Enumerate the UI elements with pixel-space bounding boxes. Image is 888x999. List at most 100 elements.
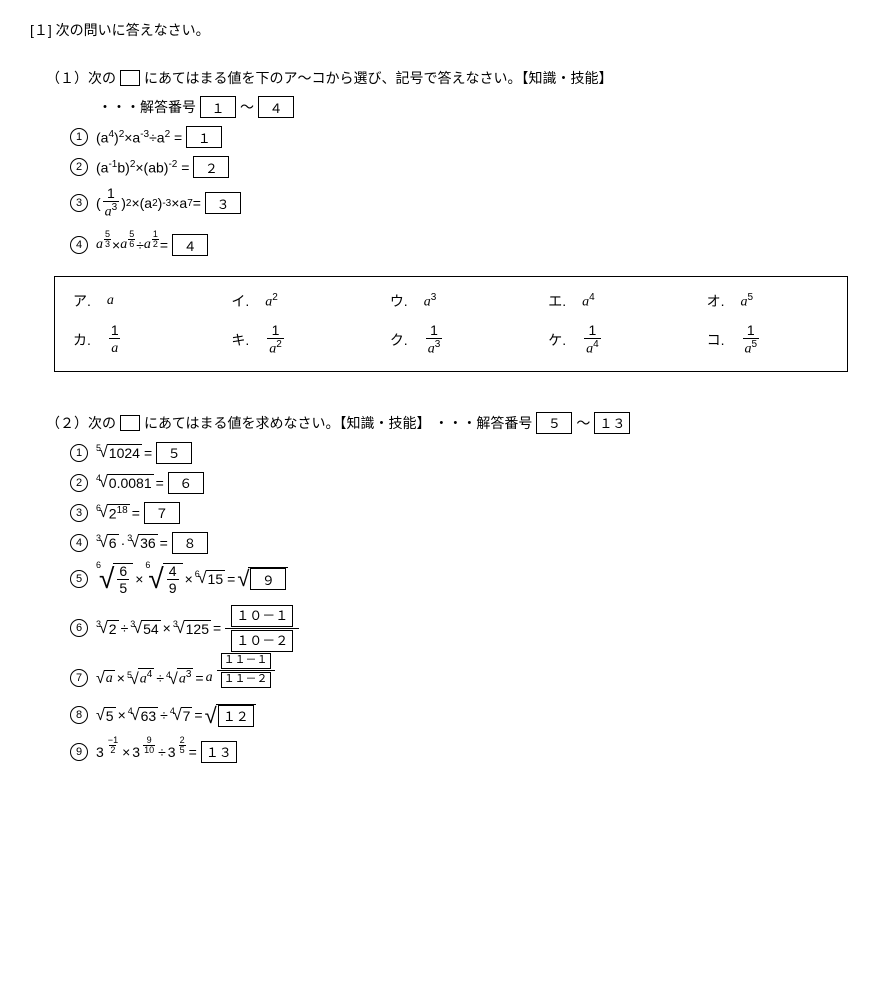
ans-box-1: １ (200, 96, 236, 118)
circled-3: 3 (70, 194, 88, 212)
t: 3 (112, 202, 118, 213)
t: a (741, 294, 748, 309)
t: = (132, 505, 140, 521)
t: 6 (96, 503, 101, 513)
t: ÷ (158, 744, 166, 760)
root: 3√36 (127, 534, 157, 551)
t: a (206, 670, 213, 686)
t: 3 (132, 744, 140, 760)
root: 5√a4 (127, 668, 154, 688)
t: 2 (107, 620, 119, 637)
t: ÷a (149, 129, 164, 145)
choice-ko: コ.1a5 (689, 317, 847, 363)
circled-num: 3 (70, 504, 88, 522)
t: 10 (143, 745, 155, 755)
t: −1 (107, 736, 119, 745)
radical-icon: √ (148, 565, 163, 593)
t: -3 (140, 129, 149, 140)
q2-item-9: 9 3 −12 × 3 910 ÷ 3 25 = １３ (70, 735, 858, 769)
t: 3 (96, 619, 101, 629)
root: √９ (237, 567, 288, 590)
t: × (163, 620, 171, 636)
ans-box: １１－１ (221, 653, 271, 669)
t: 5 (752, 339, 758, 350)
t: a3 (103, 201, 120, 220)
q2-item-7: 7 √a × 5√a4 ÷ 4√a3 = a １１－１ １１－２ (70, 661, 858, 696)
root: 4√63 (128, 707, 158, 724)
t: 9 (146, 736, 153, 745)
t: 6 (145, 560, 150, 570)
frac: 1a (109, 323, 121, 356)
t: 6 (117, 564, 129, 579)
t: 2 (152, 239, 159, 249)
t: 6 (195, 569, 200, 579)
t: ×a (171, 195, 187, 211)
t: 1 (270, 323, 282, 338)
ans-box-4: ４ (258, 96, 294, 118)
choice-ke: ケ.1a4 (530, 317, 688, 363)
t: 49 (163, 563, 183, 595)
t: a2 (265, 292, 278, 311)
circled-num: 2 (70, 474, 88, 492)
t: = (193, 195, 201, 211)
ans-box: １０－２ (231, 630, 293, 652)
q1-intro: （１）次の にあてはまる値を下のア～コから選び、記号で答えなさい。【知識・技能】 (46, 68, 858, 88)
t: = (160, 237, 168, 253)
t: 18 (117, 505, 128, 516)
circled-num: 5 (70, 570, 88, 588)
t: ÷ (136, 237, 144, 253)
t: １２ (216, 704, 256, 727)
q2-item-4: 4 3√6 · 3√36 = ８ (70, 532, 858, 554)
tilde: ～ (576, 413, 590, 433)
t: a3 (426, 338, 443, 357)
t: = (195, 670, 203, 686)
ans-box: １０－１ (231, 605, 293, 627)
circled-4: 4 (70, 236, 88, 254)
root: 6√218 (96, 504, 130, 522)
t: 4 (128, 706, 133, 716)
t: 36 (138, 534, 158, 551)
circled-num: 6 (70, 619, 88, 637)
t: a (428, 342, 435, 357)
exp-frac: 53 (104, 230, 111, 249)
t: ×(a (131, 195, 152, 211)
q2-item-5: 5 6√65 × 6√49 × 6√15 = √９ (70, 562, 858, 596)
t: 4 (589, 292, 595, 303)
t: 3 (96, 744, 104, 760)
ans-box: ２ (193, 156, 229, 178)
t: = (156, 475, 164, 491)
q1-intro-b: にあてはまる値を下のア～コから選び、記号で答えなさい。【知識・技能】 (144, 68, 612, 88)
q2-item-6: 6 3√2 ÷ 3√54 × 3√125 = １０－１ １０－２ (70, 604, 858, 653)
ans-box-5: ５ (536, 412, 572, 434)
q2-item-8: 8 √5 × 4√63 ÷ 4√7 = √１２ (70, 704, 858, 727)
exp-frac: 25 (179, 736, 186, 755)
t: 3 (435, 339, 441, 350)
t: ( (96, 195, 101, 211)
t: a3 (177, 668, 194, 688)
ans-box: １２ (218, 705, 254, 727)
t: = (227, 571, 235, 587)
q1-intro-a: （１）次の (46, 68, 116, 88)
ans-box: ４ (172, 234, 208, 256)
root: √１２ (205, 704, 256, 727)
choice-a: ア.a (55, 285, 213, 317)
t: a (140, 672, 147, 687)
t: ウ. (390, 291, 408, 311)
t: 3 (104, 239, 111, 249)
circled-num: 1 (70, 444, 88, 462)
t: 54 (141, 620, 161, 637)
t: エ. (548, 291, 566, 311)
t: a (424, 294, 431, 309)
choice-u: ウ.a3 (372, 285, 530, 317)
blank-box-icon (120, 415, 140, 431)
t: 7 (181, 707, 193, 724)
t: 9 (167, 579, 179, 595)
t: × (117, 670, 125, 686)
frac: 1a4 (584, 323, 601, 357)
t: 2 (109, 505, 117, 521)
ans-box: １３ (201, 741, 237, 763)
exp-frac: 56 (128, 230, 135, 249)
q2-item-1: 1 5√1024 = ５ (70, 442, 858, 464)
t: コ. (707, 330, 725, 350)
t: a (105, 205, 112, 220)
